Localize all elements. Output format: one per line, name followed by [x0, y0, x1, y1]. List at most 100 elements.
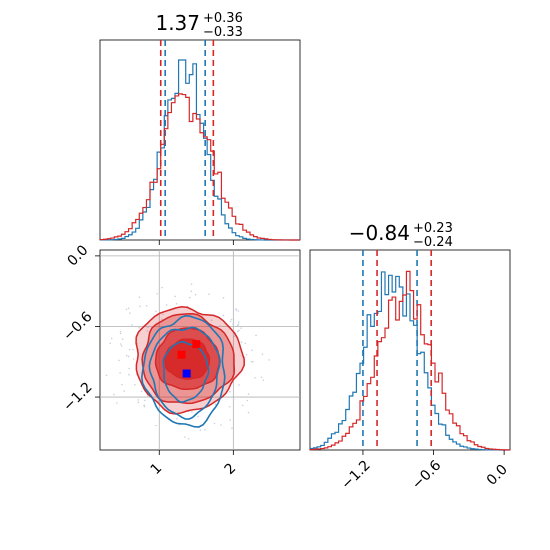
joint-sample-point [132, 348, 134, 351]
joint-sample-point [191, 411, 193, 413]
p2-title: −0.84 [349, 221, 410, 245]
joint-sample-point [188, 296, 191, 299]
joint-sample-point [165, 304, 168, 306]
joint-sample-point [238, 329, 240, 332]
tick-layer: 1 2 0.0 −0.6 −1.2 −1.2 −0.6 0.0 [60, 240, 511, 493]
joint-sample-point [268, 359, 271, 361]
joint-sample-point [228, 405, 231, 408]
joint-sample-point [121, 383, 123, 386]
joint-sample-point [231, 427, 233, 430]
joint-sample-point [138, 326, 140, 329]
joint-sample-point [143, 405, 146, 408]
joint-sample-point [237, 323, 240, 326]
p2-histogram-series-1 [309, 271, 511, 451]
joint-sample-point [155, 424, 157, 427]
joint-sample-point [229, 390, 231, 393]
joint-sample-point [128, 373, 130, 376]
joint-sample-point [260, 376, 263, 379]
joint-sample-point [139, 305, 141, 307]
joint-sample-point [199, 429, 202, 431]
joint-sample-point [146, 395, 149, 398]
p1-histogram-panel: 1.37 +0.36 −0.33 [99, 11, 301, 241]
joint-sample-point [116, 402, 118, 404]
joint-sample-point [176, 418, 178, 420]
p2-histogram-series-2 [309, 270, 511, 451]
joint-sample-point [125, 308, 128, 311]
joint-sample-point [252, 360, 254, 363]
joint-sample-point [254, 376, 256, 379]
p2-x-tick-label-3: 0.0 [484, 462, 511, 489]
joint-sample-point [197, 415, 199, 418]
joint-sample-point [210, 319, 213, 322]
joint-sample-point [110, 337, 113, 340]
joint-sample-point [246, 399, 249, 402]
joint-sample-point [162, 313, 164, 316]
p1-title: 1.37 [155, 11, 200, 35]
p1-histogram-series-2 [99, 93, 301, 241]
joint-sample-point [232, 333, 235, 336]
joint-panel [99, 249, 301, 451]
joint-sample-point [232, 323, 234, 325]
joint-sample-point [237, 330, 239, 333]
joint-sample-point [129, 312, 131, 314]
joint-sample-point [184, 436, 186, 438]
joint-sample-point [127, 307, 130, 310]
joint-sample-point [121, 338, 124, 340]
joint-sample-point [232, 398, 235, 401]
joint-sample-point [194, 293, 197, 296]
joint-sample-point [233, 335, 236, 337]
joint-sample-point [119, 343, 122, 345]
joint-sample-point [244, 342, 247, 345]
joint-sample-point [240, 341, 243, 344]
joint-sample-point [240, 327, 242, 329]
joint-sample-point [229, 320, 232, 323]
joint-sample-point [237, 310, 240, 312]
joint-sample-point [138, 296, 141, 298]
joint-sample-point [204, 428, 206, 431]
joint-sample-point [245, 354, 248, 356]
joint-sample-point [134, 383, 136, 386]
joint-sample-point [128, 367, 130, 370]
joint-sample-point [222, 297, 225, 299]
joint-sample-point [251, 349, 253, 352]
joint-marker-series-2-1 [177, 350, 186, 359]
joint-sample-point [190, 290, 193, 293]
joint-sample-point [105, 374, 108, 377]
joint-sample-point [137, 399, 140, 401]
joint-sample-point [140, 390, 143, 393]
p1-x-tick-label-2: 2 [222, 460, 240, 478]
joint-sample-point [124, 396, 126, 399]
joint-marker-series-2-2 [192, 340, 201, 349]
joint-sample-point [113, 393, 115, 396]
joint-sample-point [175, 302, 178, 305]
joint-sample-point [119, 332, 122, 335]
joint-contour-outer-series-1 [140, 314, 226, 428]
joint-sample-point [109, 342, 112, 345]
p2-y-tick-label-1: 0.0 [64, 242, 91, 269]
joint-sample-point [156, 292, 158, 295]
joint-sample-point [250, 360, 253, 363]
joint-sample-point [222, 314, 225, 317]
p2-y-tick-label-2: −0.6 [60, 309, 95, 344]
joint-sample-point [247, 393, 250, 395]
joint-sample-point [241, 404, 244, 407]
joint-sample-point [147, 326, 149, 329]
joint-sample-point [125, 354, 128, 357]
joint-sample-point [236, 324, 239, 327]
joint-sample-point [161, 318, 163, 321]
joint-sample-point [247, 411, 250, 414]
joint-sample-point [235, 309, 238, 311]
joint-marker-series-1 [182, 369, 191, 378]
joint-sample-point [208, 293, 210, 296]
joint-sample-point [120, 345, 123, 347]
joint-sample-point [262, 379, 265, 381]
joint-sample-point [131, 324, 133, 326]
joint-sample-point [157, 400, 160, 403]
joint-sample-point [128, 348, 131, 351]
p2-x-tick-label-2: −0.6 [409, 457, 444, 492]
joint-sample-point [161, 286, 163, 289]
joint-sample-point [238, 384, 240, 386]
p1-title-minus: −0.33 [203, 25, 243, 40]
joint-contour-mid-series-1 [148, 326, 221, 420]
